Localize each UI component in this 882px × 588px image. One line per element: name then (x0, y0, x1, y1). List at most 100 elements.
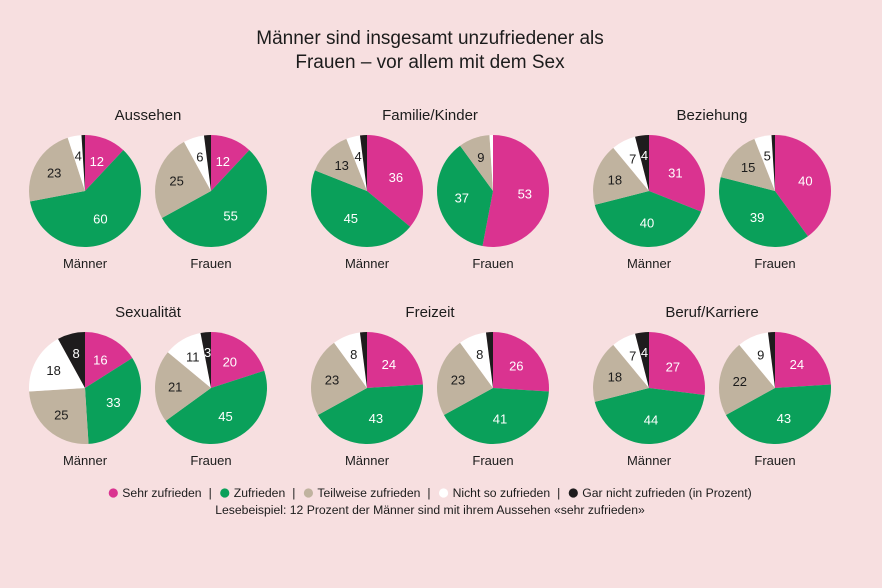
data-label: 33 (106, 395, 120, 410)
data-label: 53 (518, 187, 532, 202)
data-label: 25 (54, 407, 68, 422)
data-label: 13 (334, 158, 348, 173)
pie-slice-zufrieden (594, 388, 705, 445)
pie-slice-zufrieden (310, 170, 411, 248)
pie-slice-gar-nicht-zufrieden (81, 135, 85, 191)
legend-swatch (220, 488, 230, 498)
legend-item: Gar nicht zufrieden (in Prozent) (568, 486, 752, 500)
pie-label: Männer (63, 453, 108, 468)
data-label: 18 (46, 363, 60, 378)
data-label: 55 (223, 209, 237, 224)
pie-group: Aussehen 12 60 23 4 Männer 12 55 25 6 Frauen (28, 107, 268, 271)
pie-slice-teilweise-zufrieden (311, 342, 367, 415)
pie-slice-nicht-so-zufrieden (739, 332, 775, 388)
data-label: 43 (369, 411, 383, 426)
pie-slice-sehr-zufrieden (775, 332, 831, 388)
legend-separator: | (427, 486, 430, 500)
pie-slice-sehr-zufrieden (85, 135, 124, 191)
pie-label: Frauen (190, 256, 231, 271)
pie-slice-zufrieden (29, 150, 141, 248)
data-label: 6 (196, 149, 203, 164)
pie-chart: 20 45 21 11 3 Frauen (154, 332, 267, 468)
pie-slice-sehr-zufrieden (85, 332, 133, 388)
data-label: 26 (509, 359, 523, 374)
pie-slice-nicht-so-zufrieden (167, 332, 211, 388)
data-label: 44 (644, 412, 658, 427)
data-label: 41 (493, 412, 507, 427)
pie-slice-nicht-so-zufrieden (334, 332, 367, 388)
legend-separator: | (209, 486, 212, 500)
pie-slice-teilweise-zufrieden (720, 138, 775, 191)
pie-group: Beruf/Karriere 27 44 18 7 4 Männer 24 43 22 9 Fraue… (592, 304, 832, 468)
pie-label: Frauen (754, 453, 795, 468)
pie-chart: 40 39 15 5 Frauen (719, 135, 831, 271)
pie-slice-zufrieden (85, 357, 142, 444)
data-label: 45 (218, 409, 232, 424)
pie-label: Männer (63, 256, 108, 271)
data-label: 40 (798, 174, 812, 189)
legend-label: Zufrieden (234, 486, 285, 500)
reading-example-note: Lesebeispiel: 12 Prozent der Männer sind… (215, 503, 645, 517)
pie-group: Freizeit 24 43 23 8 Männer 26 41 23 8 Frauen (311, 304, 550, 468)
pie-label: Frauen (190, 453, 231, 468)
legend-item: Sehr zufrieden (108, 486, 202, 500)
data-label: 5 (764, 149, 771, 164)
data-label: 20 (223, 355, 237, 370)
data-label: 23 (451, 373, 465, 388)
legend-row: Sehr zufrieden | Zufrieden | Teilweise zufri… (108, 486, 752, 500)
pie-group: Sexualität 16 33 25 18 8 Männer 20 45 21 11 3 Frauen (28, 304, 267, 468)
data-label: 31 (668, 166, 682, 181)
pie-slice-nicht-so-zufrieden (67, 135, 85, 191)
pie-slice-nicht-so-zufrieden (613, 136, 649, 191)
legend-item: Teilweise zufrieden (303, 486, 420, 500)
pie-slice-gar-nicht-zufrieden (58, 332, 85, 388)
pie-label: Frauen (472, 453, 513, 468)
data-label: 23 (325, 373, 339, 388)
pie-slice-sehr-zufrieden (211, 332, 265, 388)
pie-slice-sehr-zufrieden (493, 332, 550, 392)
pie-slice-teilweise-zufrieden (314, 138, 367, 191)
data-label: 43 (777, 411, 791, 426)
data-label: 15 (741, 160, 755, 175)
pie-slice-sehr-zufrieden (367, 134, 424, 227)
pie-slice-teilweise-zufrieden (28, 137, 85, 202)
group-title: Sexualität (115, 304, 182, 321)
pie-slice-zufrieden (165, 370, 267, 444)
data-label: 27 (666, 359, 680, 374)
data-label: 4 (641, 345, 648, 360)
data-label: 11 (186, 350, 200, 365)
pie-chart: 27 44 18 7 4 Männer (592, 332, 706, 468)
pie-slice-gar-nicht-zufrieden (359, 135, 367, 191)
pie-slice-gar-nicht-zufrieden (635, 332, 649, 388)
pie-chart: 24 43 23 8 Männer (311, 332, 424, 468)
pie-label: Männer (627, 453, 672, 468)
pie-slice-zufrieden (437, 145, 493, 247)
pie-chart: 16 33 25 18 8 Männer (28, 332, 142, 468)
pie-slice-zufrieden (161, 150, 268, 248)
pie-label: Frauen (754, 256, 795, 271)
pie-slice-teilweise-zufrieden (437, 342, 493, 415)
pie-slice-nicht-so-zufrieden (346, 135, 367, 191)
legend-item: Zufrieden (220, 486, 285, 500)
legend-label: Sehr zufrieden (122, 486, 201, 500)
pie-slice-nicht-so-zufrieden (489, 135, 493, 191)
pie-slice-gar-nicht-zufrieden (635, 135, 649, 191)
data-label: 8 (72, 346, 79, 361)
data-label: 4 (75, 148, 82, 163)
data-label: 9 (477, 150, 484, 165)
legend-label: Teilweise zufrieden (317, 486, 420, 500)
group-title: Beziehung (677, 107, 748, 124)
pie-slice-sehr-zufrieden (649, 135, 706, 212)
pie-label: Frauen (472, 256, 513, 271)
pie-chart: 12 60 23 4 Männer (28, 135, 141, 271)
data-label: 21 (168, 379, 182, 394)
legend-separator: | (557, 486, 560, 500)
group-title: Beruf/Karriere (665, 304, 758, 321)
pie-group: Familie/Kinder 36 45 13 4 Männer 53 37 9 Frauen (310, 107, 549, 271)
legend-swatch (568, 488, 578, 498)
data-label: 8 (350, 347, 357, 362)
pie-slice-zufrieden (594, 191, 702, 248)
pie-charts: Aussehen1260234Männer1255256FrauenFamili… (28, 107, 832, 468)
data-label: 4 (354, 149, 361, 164)
pie-slice-zufrieden (719, 177, 808, 247)
